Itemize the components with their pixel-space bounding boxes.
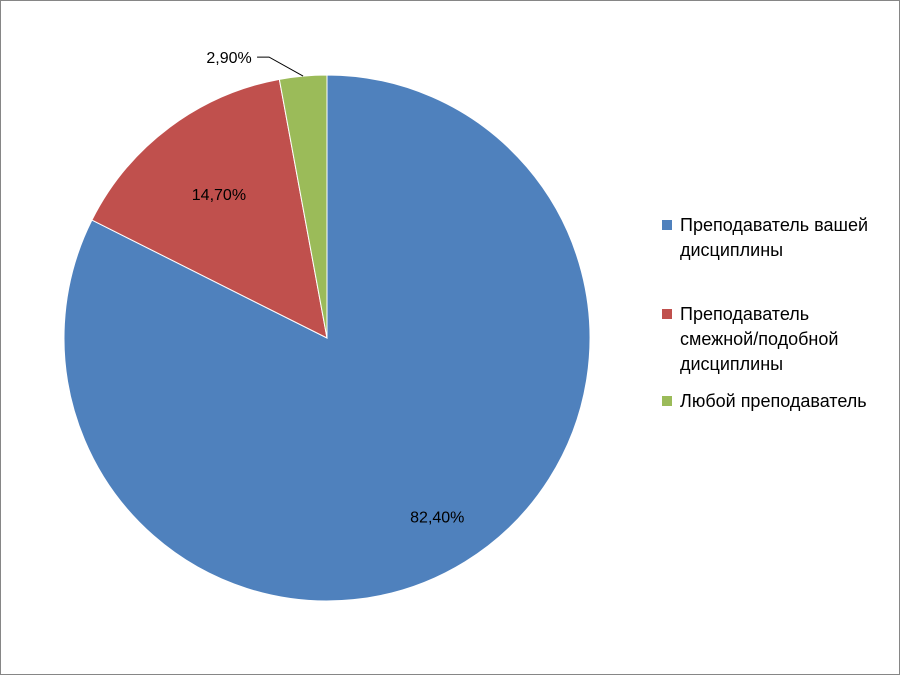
legend-item-2: Любой преподаватель (662, 389, 902, 414)
legend-text-1-line-0: Преподаватель (680, 304, 810, 324)
legend-text-1-line-2: дисциплины (680, 354, 784, 374)
legend-text-2-line-0: Любой преподаватель (680, 391, 867, 411)
legend-text-0-line-0: Преподаватель вашей (680, 215, 869, 235)
leader-line-2 (257, 56, 304, 77)
legend-text-1-line-1: смежной/подобной (680, 329, 839, 349)
legend-item-1: Преподаватель смежной/подобной дисциплин… (662, 302, 902, 377)
legend-swatch-1 (662, 309, 672, 319)
legend-text-0-line-1: дисциплины (680, 240, 784, 260)
pie-slice-2 (278, 74, 328, 339)
legend-item-0: Преподаватель вашей дисциплины (662, 213, 897, 263)
data-label-0: 82,40% (410, 510, 464, 527)
legend: Преподаватель вашей дисциплины Преподава… (662, 213, 897, 411)
pie-slice-0 (63, 74, 591, 602)
pie-slices (63, 74, 591, 602)
pie-slice-1 (91, 78, 328, 339)
legend-swatch-0 (662, 220, 672, 230)
legend-swatch-2 (662, 396, 672, 406)
data-label-1: 14,70% (192, 187, 246, 204)
data-label-2: 2,90% (206, 50, 251, 67)
